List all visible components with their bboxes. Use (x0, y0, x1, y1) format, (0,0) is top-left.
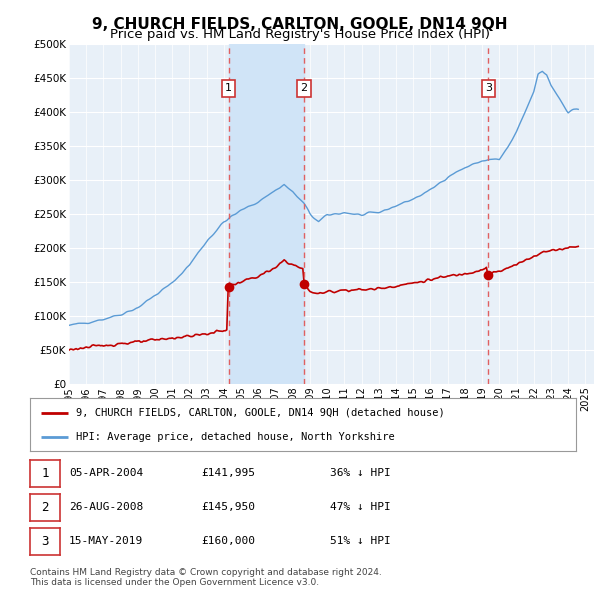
Text: 2: 2 (301, 83, 308, 93)
Text: 9, CHURCH FIELDS, CARLTON, GOOLE, DN14 9QH (detached house): 9, CHURCH FIELDS, CARLTON, GOOLE, DN14 9… (76, 408, 445, 418)
Text: 26-AUG-2008: 26-AUG-2008 (69, 502, 143, 512)
Text: 3: 3 (41, 535, 49, 548)
Text: £141,995: £141,995 (201, 468, 255, 477)
Text: 15-MAY-2019: 15-MAY-2019 (69, 536, 143, 546)
Text: 36% ↓ HPI: 36% ↓ HPI (330, 468, 391, 477)
Text: 51% ↓ HPI: 51% ↓ HPI (330, 536, 391, 546)
Bar (229, 44, 304, 384)
Text: 05-APR-2004: 05-APR-2004 (69, 468, 143, 477)
Text: £145,950: £145,950 (201, 502, 255, 512)
Text: 47% ↓ HPI: 47% ↓ HPI (330, 502, 391, 512)
Text: 1: 1 (41, 467, 49, 480)
Text: HPI: Average price, detached house, North Yorkshire: HPI: Average price, detached house, Nort… (76, 432, 395, 442)
Text: Contains HM Land Registry data © Crown copyright and database right 2024.
This d: Contains HM Land Registry data © Crown c… (30, 568, 382, 587)
Text: 1: 1 (225, 83, 232, 93)
Text: £160,000: £160,000 (201, 536, 255, 546)
Text: 2: 2 (41, 501, 49, 514)
Text: Price paid vs. HM Land Registry's House Price Index (HPI): Price paid vs. HM Land Registry's House … (110, 28, 490, 41)
Text: 9, CHURCH FIELDS, CARLTON, GOOLE, DN14 9QH: 9, CHURCH FIELDS, CARLTON, GOOLE, DN14 9… (92, 17, 508, 31)
Text: 3: 3 (485, 83, 492, 93)
